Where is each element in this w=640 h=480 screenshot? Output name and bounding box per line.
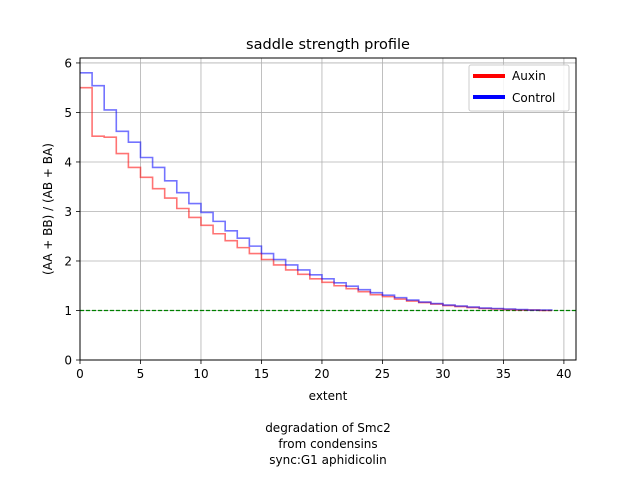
caption-line-3: sync:G1 aphidicolin [269, 453, 386, 467]
legend-label-auxin: Auxin [512, 69, 546, 83]
x-tick-label: 10 [193, 367, 208, 381]
chart-title: saddle strength profile [246, 37, 410, 53]
x-tick-label: 25 [375, 367, 390, 381]
x-tick-label: 20 [314, 367, 329, 381]
y-tick-label: 1 [64, 304, 72, 318]
y-tick-label: 2 [64, 254, 72, 268]
caption-line-1: degradation of Smc2 [265, 421, 391, 435]
y-axis-ticks: 0 1 2 3 4 5 6 [64, 56, 80, 368]
y-tick-label: 4 [64, 155, 72, 169]
x-tick-label: 5 [137, 367, 145, 381]
y-tick-label: 5 [64, 106, 72, 120]
series-layer [80, 72, 553, 312]
x-axis-label: extent [309, 389, 348, 403]
series-line-control [80, 72, 553, 311]
caption: degradation of Smc2 from condensins sync… [265, 421, 391, 467]
caption-line-2: from condensins [278, 437, 377, 451]
x-tick-label: 0 [76, 367, 84, 381]
y-tick-label: 3 [64, 205, 72, 219]
x-tick-label: 40 [556, 367, 571, 381]
x-tick-label: 35 [496, 367, 511, 381]
y-tick-label: 6 [64, 56, 72, 70]
y-tick-label: 0 [64, 354, 72, 368]
x-axis-ticks: 0 5 10 15 20 25 30 35 40 [76, 360, 572, 381]
legend: Auxin Control [468, 64, 570, 112]
legend-label-control: Control [512, 91, 555, 105]
x-tick-label: 15 [254, 367, 269, 381]
plot-frame [79, 57, 577, 361]
y-axis-label: (AA + BB) / (AB + BA) [41, 143, 55, 275]
x-tick-label: 30 [435, 367, 450, 381]
